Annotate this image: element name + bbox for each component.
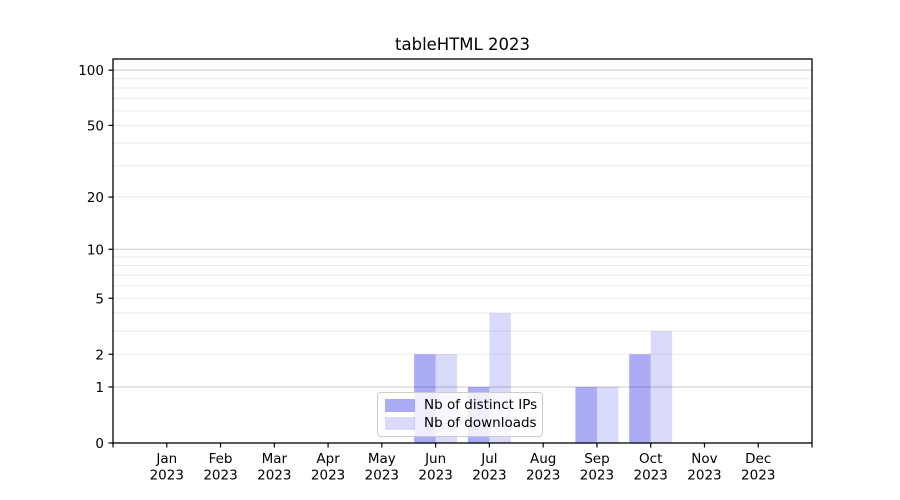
y-tick-label: 2 bbox=[95, 347, 104, 363]
x-tick-label-year: 2023 bbox=[150, 468, 184, 484]
bar-distinct-ips-oct bbox=[629, 354, 651, 443]
legend-item-downloads: Nb of downloads bbox=[385, 414, 542, 431]
y-tick-label: 100 bbox=[78, 63, 104, 79]
bar-distinct-ips-sep bbox=[575, 387, 597, 443]
x-tick-label-year: 2023 bbox=[365, 468, 399, 484]
bar-downloads-sep bbox=[596, 387, 619, 443]
bar-downloads-oct bbox=[650, 331, 673, 443]
x-tick-label-month: Dec bbox=[745, 451, 771, 467]
x-tick-label-month: May bbox=[368, 451, 396, 467]
x-tick-label-year: 2023 bbox=[418, 468, 452, 484]
x-tick-label-month: Jun bbox=[424, 451, 446, 467]
x-tick-label-month: Jan bbox=[155, 451, 177, 467]
x-tick-label-year: 2023 bbox=[257, 468, 291, 484]
x-tick-label-year: 2023 bbox=[472, 468, 506, 484]
legend-item-distinct-ips: Nb of distinct IPs bbox=[385, 397, 542, 413]
x-tick-label-month: Apr bbox=[316, 451, 340, 467]
x-tick-label-year: 2023 bbox=[311, 468, 345, 484]
y-tick-label: 0 bbox=[95, 436, 104, 452]
y-tick-label: 50 bbox=[87, 118, 104, 134]
x-tick-label-year: 2023 bbox=[634, 468, 668, 484]
x-tick-label-year: 2023 bbox=[526, 468, 560, 484]
x-tick-label-year: 2023 bbox=[203, 468, 237, 484]
y-tick-label: 1 bbox=[95, 380, 104, 396]
plot-border bbox=[112, 58, 813, 444]
y-tick-label: 10 bbox=[87, 242, 104, 258]
y-tick-label: 5 bbox=[95, 291, 104, 307]
x-tick-label-month: Aug bbox=[530, 451, 556, 467]
y-tick-label: 20 bbox=[87, 190, 104, 206]
x-tick-label-month: Nov bbox=[691, 451, 717, 467]
x-tick-label-month: Sep bbox=[584, 451, 609, 467]
legend: Nb of distinct IPs Nb of downloads bbox=[377, 392, 543, 437]
chart-title: tableHTML 2023 bbox=[395, 35, 530, 54]
legend-swatch-downloads bbox=[385, 416, 415, 430]
x-tick-label-month: Mar bbox=[262, 451, 288, 467]
x-tick-label-month: Jul bbox=[480, 451, 497, 467]
x-tick-label-year: 2023 bbox=[741, 468, 775, 484]
x-tick-label-year: 2023 bbox=[580, 468, 614, 484]
x-tick-label-month: Feb bbox=[209, 451, 233, 467]
legend-label-downloads: Nb of downloads bbox=[424, 414, 537, 431]
legend-label-distinct-ips: Nb of distinct IPs bbox=[424, 397, 538, 413]
x-tick-label-year: 2023 bbox=[687, 468, 721, 484]
x-tick-label-month: Oct bbox=[639, 451, 662, 467]
legend-swatch-distinct-ips bbox=[385, 399, 415, 413]
